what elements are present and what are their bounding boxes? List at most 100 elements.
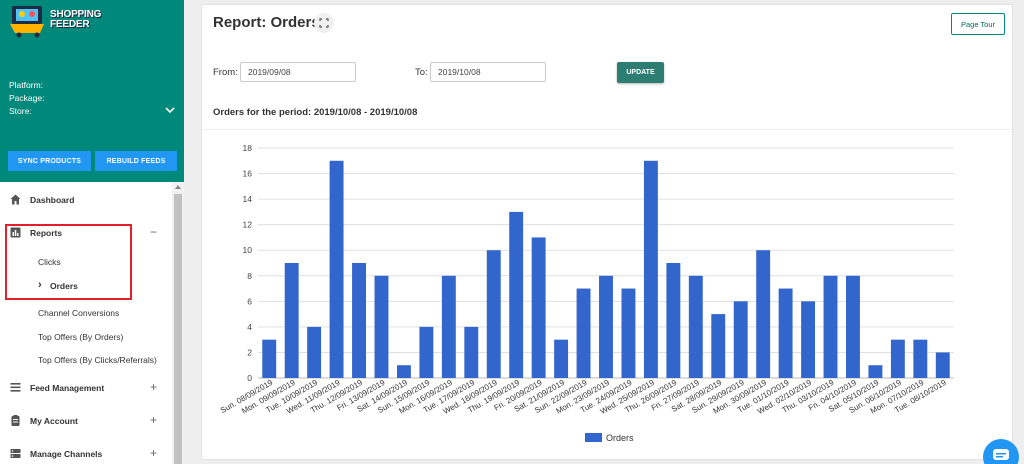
y-tick-label: 12 — [243, 220, 253, 230]
highlight-box — [5, 224, 132, 300]
bar — [756, 250, 771, 378]
report-item-clicks[interactable]: Clicks — [38, 257, 61, 267]
legend-swatch — [585, 433, 602, 442]
bar — [307, 326, 322, 378]
bar — [666, 263, 681, 378]
page-title: Report: Orders — [213, 14, 320, 31]
bar — [419, 326, 434, 378]
bar — [329, 160, 344, 378]
bar — [868, 365, 883, 378]
report-item-top-offers-orders[interactable]: Top Offers (By Orders) — [38, 332, 124, 342]
y-tick-label: 8 — [247, 271, 252, 281]
shopping-feeder-logo[interactable]: SHOPPING FEEDER — [8, 4, 128, 38]
sidebar-item-label: Reports — [30, 228, 63, 238]
sidebar-header: SHOPPING FEEDER Platform: Package: Store… — [0, 0, 184, 182]
bar — [890, 339, 905, 378]
bar-chart-icon — [10, 227, 21, 238]
chevron-down-icon[interactable] — [165, 106, 175, 114]
chevron-right-icon: › — [38, 279, 42, 291]
sidebar-item-feed-management[interactable]: Feed Management + — [0, 378, 172, 398]
page-tour-button[interactable]: Page Tour — [951, 13, 1005, 35]
clipboard-icon — [11, 415, 20, 426]
collapse-toggle[interactable]: − — [150, 225, 158, 239]
from-date-input[interactable]: 2019/09/08 — [240, 62, 356, 82]
scroll-up-arrow-icon[interactable] — [175, 185, 181, 189]
chat-widget-button[interactable] — [983, 439, 1019, 464]
bar — [913, 339, 928, 378]
bar — [531, 237, 546, 378]
bar — [801, 301, 816, 378]
home-icon — [10, 194, 21, 205]
bar — [643, 160, 658, 378]
chat-icon — [993, 449, 1009, 460]
from-label: From: — [213, 67, 238, 78]
sidebar-item-reports[interactable]: Reports − — [0, 223, 172, 243]
y-tick-label: 18 — [243, 143, 253, 153]
scrollbar-thumb[interactable] — [174, 194, 182, 464]
bar — [441, 275, 456, 378]
platform-label: Platform: — [9, 80, 44, 90]
bar — [509, 211, 524, 378]
logo-line-1: SHOPPING — [50, 9, 102, 20]
report-card: Report: Orders Page Tour From: 2019/09/0… — [201, 4, 1013, 460]
bar — [846, 275, 860, 378]
bar — [262, 339, 277, 378]
bar — [733, 301, 748, 378]
sidebar: SHOPPING FEEDER Platform: Package: Store… — [0, 0, 184, 464]
logo-text: SHOPPING FEEDER — [50, 10, 101, 30]
bar — [688, 275, 703, 378]
report-item-top-offers-clicks[interactable]: Top Offers (By Clicks/Referrals) — [38, 355, 157, 365]
expand-toggle[interactable]: + — [150, 413, 158, 427]
legend-label: Orders — [606, 433, 634, 443]
sidebar-item-label: Manage Channels — [30, 449, 103, 459]
bar — [396, 365, 411, 378]
report-item-orders[interactable]: Orders — [50, 281, 78, 291]
bar — [464, 326, 479, 378]
y-tick-label: 6 — [247, 296, 252, 306]
bar — [621, 288, 636, 378]
sidebar-item-dashboard[interactable]: Dashboard — [0, 190, 172, 210]
bar — [823, 275, 838, 378]
store-label: Store: — [9, 106, 32, 116]
list-icon — [10, 383, 21, 392]
sidebar-item-label: My Account — [30, 416, 78, 426]
server-icon — [10, 449, 21, 458]
fullscreen-button[interactable] — [314, 13, 334, 33]
bar — [711, 314, 726, 378]
expand-toggle[interactable]: + — [150, 446, 158, 460]
sidebar-item-my-account[interactable]: My Account + — [0, 411, 172, 431]
cart-logo-icon — [10, 6, 44, 38]
to-date-input[interactable]: 2019/10/08 — [430, 62, 546, 82]
sidebar-nav: Dashboard Reports − Clicks Orders › Chan… — [0, 182, 172, 464]
sidebar-item-label: Feed Management — [30, 383, 105, 393]
rebuild-feeds-button[interactable]: REBUILD FEEDS — [95, 151, 177, 171]
y-tick-label: 2 — [247, 347, 252, 357]
y-tick-label: 10 — [243, 245, 253, 255]
bar — [374, 275, 389, 378]
bar — [576, 288, 591, 378]
bar — [935, 352, 950, 378]
package-label: Package: — [9, 93, 45, 103]
y-tick-label: 16 — [243, 169, 253, 179]
update-button[interactable]: UPDATE — [617, 62, 664, 83]
bar — [352, 263, 366, 378]
y-tick-label: 4 — [247, 322, 252, 332]
sync-products-button[interactable]: SYNC PRODUCTS — [8, 151, 91, 171]
sidebar-item-manage-channels[interactable]: Manage Channels + — [0, 444, 172, 464]
divider — [202, 129, 1012, 130]
bar — [284, 263, 299, 378]
bar — [554, 339, 569, 378]
bar — [599, 275, 613, 378]
y-tick-label: 14 — [243, 194, 253, 204]
expand-toggle[interactable]: + — [150, 380, 158, 394]
sidebar-item-label: Dashboard — [30, 195, 75, 205]
bar — [778, 288, 793, 378]
bar — [486, 250, 501, 378]
y-tick-label: 0 — [247, 373, 252, 383]
to-label: To: — [415, 67, 428, 78]
expand-icon — [319, 18, 329, 28]
sidebar-scrollbar[interactable] — [172, 182, 184, 464]
report-item-channel-conversions[interactable]: Channel Conversions — [38, 308, 120, 318]
period-heading: Orders for the period: 2019/10/08 - 2019… — [213, 107, 418, 118]
